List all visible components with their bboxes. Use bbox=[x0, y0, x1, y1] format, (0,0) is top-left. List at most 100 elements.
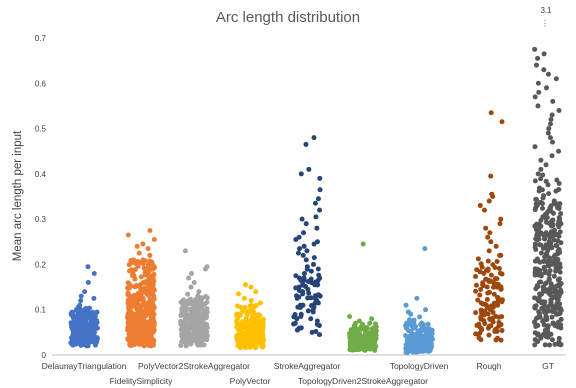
data-point bbox=[491, 291, 497, 297]
data-point bbox=[495, 296, 501, 302]
data-point bbox=[556, 283, 562, 289]
data-point bbox=[484, 304, 490, 310]
data-point bbox=[556, 224, 562, 230]
data-point bbox=[410, 333, 416, 339]
data-point bbox=[498, 286, 504, 292]
data-point bbox=[533, 268, 539, 274]
data-point bbox=[204, 309, 210, 315]
data-point bbox=[556, 335, 562, 341]
data-point bbox=[150, 315, 156, 321]
data-point bbox=[372, 337, 378, 343]
category-label: Rough bbox=[476, 361, 501, 371]
data-point bbox=[93, 320, 99, 326]
data-point bbox=[138, 274, 144, 280]
data-point bbox=[188, 284, 194, 290]
data-point bbox=[82, 289, 88, 295]
data-point bbox=[363, 332, 369, 338]
data-point bbox=[145, 246, 151, 252]
data-point bbox=[481, 270, 487, 276]
data-point bbox=[181, 312, 187, 318]
data-point bbox=[545, 334, 551, 340]
data-point bbox=[300, 280, 306, 286]
data-point bbox=[535, 103, 541, 109]
data-point bbox=[303, 257, 309, 263]
data-point bbox=[538, 176, 544, 182]
data-point bbox=[125, 315, 131, 321]
data-point bbox=[248, 342, 254, 348]
data-points bbox=[68, 46, 564, 356]
data-point bbox=[556, 186, 562, 192]
data-point bbox=[548, 204, 554, 210]
data-point bbox=[552, 322, 558, 328]
y-tick-label: 0.1 bbox=[35, 306, 47, 315]
data-point bbox=[239, 325, 245, 331]
data-point bbox=[146, 288, 152, 294]
data-point bbox=[179, 322, 185, 328]
data-point bbox=[317, 293, 323, 299]
data-point bbox=[542, 270, 548, 276]
data-point bbox=[494, 284, 500, 290]
data-point bbox=[547, 292, 553, 298]
data-point bbox=[406, 348, 412, 354]
data-point bbox=[125, 325, 131, 331]
data-point bbox=[547, 342, 553, 348]
data-point bbox=[86, 333, 92, 339]
data-point bbox=[127, 319, 133, 325]
data-point bbox=[247, 303, 253, 309]
data-point bbox=[424, 343, 430, 349]
data-point bbox=[299, 216, 305, 222]
data-point bbox=[369, 316, 375, 322]
data-point bbox=[476, 335, 482, 341]
data-point bbox=[557, 229, 563, 235]
data-point bbox=[146, 275, 152, 280]
data-point bbox=[142, 258, 148, 264]
data-point bbox=[312, 200, 318, 206]
data-point bbox=[301, 243, 307, 249]
data-point bbox=[137, 315, 143, 321]
data-point bbox=[179, 305, 185, 311]
data-point bbox=[133, 338, 139, 344]
data-point bbox=[317, 275, 323, 281]
data-point bbox=[551, 231, 557, 237]
data-point bbox=[144, 335, 150, 341]
data-point bbox=[473, 288, 479, 294]
data-point bbox=[535, 80, 541, 86]
category-label: StrokeAggregator bbox=[274, 361, 341, 371]
data-point bbox=[473, 282, 479, 288]
data-point bbox=[89, 324, 95, 330]
data-point bbox=[202, 325, 208, 331]
data-point bbox=[204, 333, 210, 339]
data-point bbox=[481, 207, 487, 213]
data-point bbox=[532, 330, 538, 336]
data-point bbox=[555, 297, 561, 303]
data-point bbox=[497, 221, 503, 227]
data-point bbox=[306, 166, 312, 172]
data-point bbox=[534, 258, 540, 264]
data-point bbox=[367, 320, 373, 326]
data-point bbox=[240, 319, 246, 325]
data-point bbox=[556, 247, 562, 253]
data-point bbox=[537, 291, 543, 297]
data-point bbox=[147, 227, 153, 233]
data-point bbox=[536, 232, 542, 238]
data-point bbox=[545, 71, 551, 77]
data-point bbox=[486, 278, 492, 284]
data-point bbox=[537, 224, 543, 230]
data-point bbox=[556, 276, 562, 282]
data-point bbox=[536, 228, 542, 234]
data-point bbox=[403, 342, 409, 348]
data-point bbox=[251, 317, 257, 323]
data-point bbox=[482, 321, 488, 327]
data-point bbox=[142, 323, 148, 329]
data-point bbox=[490, 309, 496, 315]
data-point bbox=[539, 201, 545, 207]
data-point bbox=[309, 329, 315, 335]
data-point bbox=[555, 205, 561, 211]
data-point bbox=[548, 244, 554, 250]
data-point bbox=[499, 299, 505, 305]
data-point bbox=[542, 299, 548, 305]
data-point bbox=[484, 297, 490, 303]
data-point bbox=[294, 316, 300, 322]
data-point bbox=[404, 337, 410, 343]
data-point bbox=[357, 336, 363, 342]
